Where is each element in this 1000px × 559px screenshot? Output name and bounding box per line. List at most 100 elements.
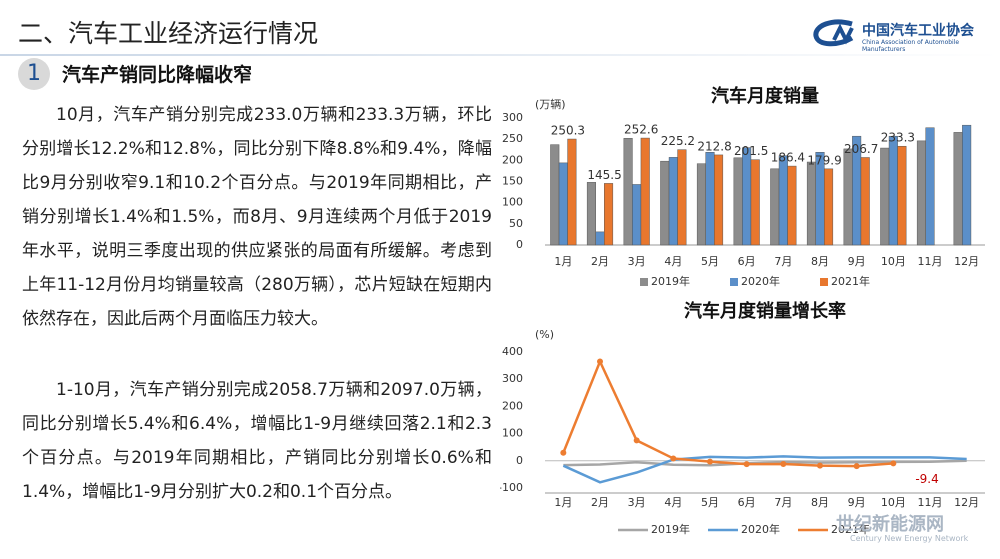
data-label: -9.4 xyxy=(915,472,938,486)
data-label: 225.2 xyxy=(661,134,695,148)
x-tick-label: 3月 xyxy=(628,255,646,268)
x-tick-label: 7月 xyxy=(774,496,792,509)
line xyxy=(562,358,894,468)
line xyxy=(562,455,967,484)
chart-title: 汽车月度销量 xyxy=(711,85,819,107)
logo-subtext: China Association of Automobile Manufact… xyxy=(862,39,960,53)
bar xyxy=(632,184,642,246)
slide-title: 二、汽车工业经济运行情况 xyxy=(18,19,319,48)
y-tick-label: -100 xyxy=(500,481,523,494)
data-label: 252.6 xyxy=(624,123,658,137)
y-axis-label: (%) xyxy=(535,328,554,341)
legend-swatch xyxy=(820,278,828,286)
legend-label: 2020年 xyxy=(741,522,780,536)
x-tick-label: 3月 xyxy=(628,496,646,509)
watermark-sub: Century New Energy Network xyxy=(850,534,969,543)
data-label: 212.8 xyxy=(697,139,731,153)
logo-mark xyxy=(813,19,854,47)
logo-text: 中国汽车工业协会 xyxy=(862,23,974,39)
bar xyxy=(860,157,870,246)
legend-label: 2020年 xyxy=(741,274,780,288)
y-tick-label: 400 xyxy=(502,345,523,358)
x-tick-label: 1月 xyxy=(554,255,572,268)
legend-label: 2021年 xyxy=(831,522,870,536)
bar xyxy=(843,148,853,246)
x-tick-label: 12月 xyxy=(954,255,979,268)
x-tick-label: 4月 xyxy=(664,496,682,509)
legend-label: 2021年 xyxy=(831,274,870,288)
bar xyxy=(778,155,788,246)
bar xyxy=(705,152,715,246)
x-tick-label: 12月 xyxy=(954,496,979,509)
bar xyxy=(787,165,797,246)
y-tick-label: 100 xyxy=(502,427,523,440)
watermark: 世纪新能源网 xyxy=(836,514,944,535)
data-label: 145.5 xyxy=(587,168,621,182)
x-tick-label: 9月 xyxy=(848,496,866,509)
bar xyxy=(824,168,834,246)
data-label: 186.4 xyxy=(771,151,805,165)
bar xyxy=(962,124,972,246)
data-label: 179.9 xyxy=(807,153,841,167)
bar xyxy=(660,160,670,246)
legend-swatch xyxy=(730,278,738,286)
bar xyxy=(668,157,678,246)
y-tick-label: 100 xyxy=(502,196,523,209)
bar xyxy=(595,231,605,246)
y-tick-label: 200 xyxy=(502,153,523,166)
bar xyxy=(733,157,743,246)
bar xyxy=(567,138,577,246)
bar xyxy=(953,132,963,246)
x-tick-label: 4月 xyxy=(664,255,682,268)
legend-label: 2019年 xyxy=(651,522,690,536)
x-tick-label: 9月 xyxy=(848,255,866,268)
data-label: 201.5 xyxy=(734,144,768,158)
y-axis-label: (万辆) xyxy=(535,97,566,111)
y-tick-label: 300 xyxy=(502,372,523,385)
bar xyxy=(897,145,907,246)
data-label: 206.7 xyxy=(844,142,878,156)
x-tick-label: 11月 xyxy=(918,255,943,268)
bar xyxy=(677,149,687,246)
data-label: 250.3 xyxy=(551,124,585,138)
line xyxy=(563,459,967,467)
x-tick-label: 5月 xyxy=(701,255,719,268)
y-tick-label: 200 xyxy=(502,399,523,412)
divider xyxy=(0,54,1000,56)
x-tick-label: 7月 xyxy=(774,255,792,268)
x-tick-label: 2月 xyxy=(591,255,609,268)
chart-title: 汽车月度销量增长率 xyxy=(684,300,846,322)
bar xyxy=(640,137,650,246)
x-tick-label: 10月 xyxy=(881,496,906,509)
x-tick-label: 8月 xyxy=(811,255,829,268)
x-tick-label: 11月 xyxy=(918,496,943,509)
bar xyxy=(880,147,890,246)
y-tick-label: 50 xyxy=(509,217,523,230)
section-number: 1 xyxy=(18,58,50,90)
bar xyxy=(770,168,780,246)
paragraph: 10月，汽车产销分别完成233.0万辆和233.3万辆，环比分别增长12.2%和… xyxy=(22,105,492,329)
y-tick-label: 0 xyxy=(516,238,523,251)
bar xyxy=(558,162,568,246)
point xyxy=(890,460,897,467)
x-tick-label: 6月 xyxy=(738,496,756,509)
bar xyxy=(742,147,752,246)
y-tick-label: 150 xyxy=(502,175,523,188)
bar xyxy=(925,127,935,246)
x-tick-label: 5月 xyxy=(701,496,719,509)
bar xyxy=(888,135,898,246)
bar xyxy=(586,182,596,246)
bar xyxy=(714,154,724,246)
bar xyxy=(550,144,560,246)
legend-swatch xyxy=(640,278,648,286)
paragraph: 1-10月，汽车产销分别完成2058.7万辆和2097.0万辆，同比分别增长5.… xyxy=(22,380,492,502)
x-tick-label: 8月 xyxy=(811,496,829,509)
bar xyxy=(916,140,926,246)
x-tick-label: 6月 xyxy=(738,255,756,268)
data-label: 233.3 xyxy=(881,131,915,145)
bar xyxy=(623,138,633,246)
x-tick-label: 10月 xyxy=(881,255,906,268)
bar xyxy=(696,163,706,246)
x-tick-label: 2月 xyxy=(591,496,609,509)
